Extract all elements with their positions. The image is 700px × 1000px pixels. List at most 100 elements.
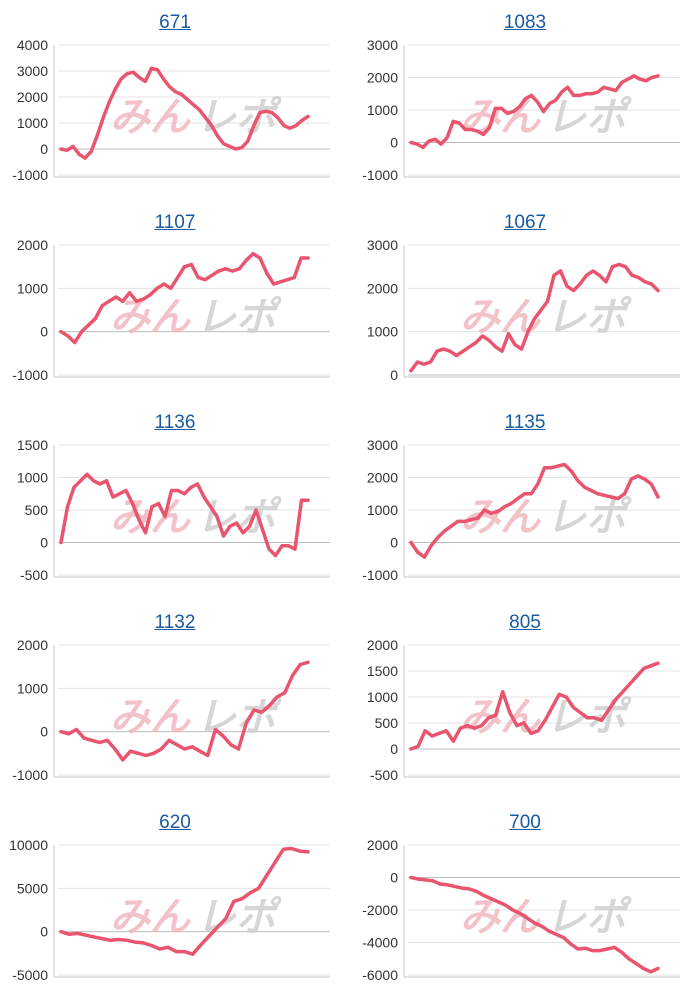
chart-title-link[interactable]: 1083 — [503, 12, 547, 33]
y-tick-label: 1000 — [17, 115, 48, 131]
data-point — [469, 518, 473, 522]
data-point — [598, 949, 602, 953]
data-point — [222, 142, 226, 146]
y-tick-label: -1000 — [362, 167, 398, 183]
y-tick-label: 1000 — [367, 102, 398, 118]
data-point — [656, 74, 660, 78]
chart-panel-1107: 1107 -1000 0 1000 2000 みん レポ — [0, 200, 350, 400]
y-tick-label: 1000 — [17, 470, 48, 486]
watermark-left: みん — [460, 95, 542, 141]
y-tick-label: -500 — [20, 567, 48, 583]
data-point — [467, 345, 472, 349]
data-point — [241, 531, 245, 535]
data-point — [270, 111, 274, 115]
data-point — [134, 299, 139, 303]
watermark-left: みん — [110, 895, 192, 941]
data-point — [257, 886, 261, 890]
data-point — [630, 273, 634, 277]
chart-title-link[interactable]: 1067 — [503, 212, 547, 233]
data-point — [409, 540, 413, 545]
data-point — [182, 492, 187, 496]
data-point — [423, 729, 427, 733]
data-point — [221, 734, 225, 738]
data-point — [656, 966, 660, 971]
data-point — [182, 265, 187, 269]
data-point — [190, 745, 194, 749]
data-point — [461, 349, 465, 353]
chart-title-link[interactable]: 805 — [509, 612, 541, 633]
y-tick-label: 2000 — [367, 637, 398, 653]
chart-title-link[interactable]: 1135 — [504, 412, 546, 433]
data-point — [445, 136, 449, 140]
data-point — [638, 77, 642, 81]
y-tick-label: 2000 — [367, 470, 398, 486]
data-point — [141, 941, 145, 945]
chart-panel-671: 671 -1000 0 1000 2000 3000 4000 みん レポ — [0, 0, 350, 200]
data-point — [216, 134, 220, 138]
chart-title-link[interactable]: 1136 — [154, 412, 196, 433]
data-point — [203, 278, 207, 282]
data-point — [552, 273, 556, 277]
data-point — [541, 110, 546, 114]
data-point — [634, 962, 638, 966]
data-point — [213, 727, 217, 732]
y-tick-label: -2000 — [362, 902, 398, 918]
data-point — [487, 716, 491, 720]
data-point — [462, 519, 467, 523]
data-point — [480, 334, 485, 338]
data-point — [557, 692, 561, 696]
data-point — [156, 501, 161, 506]
chart-title-link[interactable]: 1132 — [154, 612, 196, 633]
data-point — [602, 493, 607, 497]
line-chart: -1000 0 1000 2000 3000 みん レポ — [362, 37, 680, 183]
chart-title-link[interactable]: 620 — [159, 812, 191, 833]
data-point — [532, 921, 537, 925]
data-point — [294, 124, 298, 128]
y-tick-label: 1000 — [17, 680, 48, 696]
data-point — [141, 297, 145, 301]
data-point — [306, 850, 310, 854]
data-point — [641, 966, 646, 971]
data-point — [59, 330, 63, 334]
watermark-right: レポ — [546, 495, 632, 541]
data-point — [421, 145, 425, 149]
data-point — [457, 121, 461, 125]
data-point — [496, 510, 500, 514]
data-point — [519, 347, 524, 351]
data-point — [479, 724, 484, 728]
watermark-right: レポ — [546, 895, 632, 941]
y-tick-label: 0 — [40, 324, 48, 340]
data-point — [228, 524, 232, 528]
y-tick-label: 1500 — [17, 437, 48, 453]
data-point — [612, 945, 617, 949]
data-point — [66, 334, 70, 338]
chart-title-link[interactable]: 1107 — [154, 212, 196, 233]
data-point — [167, 85, 172, 89]
data-point — [626, 77, 630, 81]
data-point — [278, 280, 283, 284]
data-point — [476, 516, 480, 520]
data-point — [169, 488, 174, 493]
watermark-right: レポ — [196, 95, 282, 141]
y-tick-label: 10000 — [9, 837, 48, 853]
chart-title-link[interactable]: 700 — [509, 812, 541, 833]
data-point — [451, 739, 455, 743]
data-point — [306, 498, 310, 502]
watermark-left: みん — [460, 495, 542, 541]
data-point — [427, 139, 431, 143]
data-point — [206, 753, 210, 758]
data-point — [506, 332, 511, 336]
data-point — [649, 664, 653, 668]
data-point — [93, 317, 97, 321]
data-point — [525, 916, 529, 920]
data-point — [159, 747, 163, 751]
data-point — [416, 877, 420, 881]
data-point — [558, 269, 563, 273]
data-point — [499, 106, 503, 110]
data-point — [71, 144, 75, 148]
data-point — [561, 936, 566, 940]
data-point — [562, 462, 567, 467]
chart-title-link[interactable]: 671 — [159, 12, 191, 33]
y-tick-label: 0 — [390, 135, 398, 151]
data-point — [234, 521, 239, 525]
